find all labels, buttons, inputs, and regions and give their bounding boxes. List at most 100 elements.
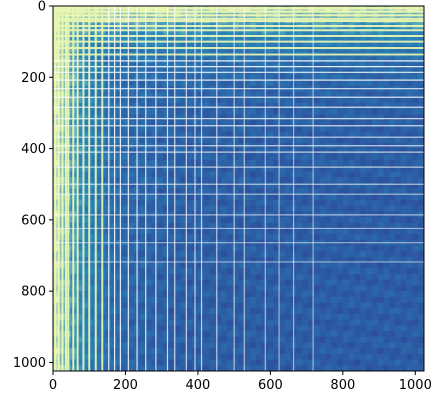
heatmap-cell	[163, 285, 170, 292]
heatmap-cell	[348, 188, 356, 195]
heatmap-cell	[255, 131, 263, 138]
heatmap-cell	[238, 28, 245, 36]
heatmap-cell	[389, 234, 396, 241]
heatmap-cell	[87, 268, 95, 275]
heatmap-cell	[412, 342, 419, 349]
heatmap-cell	[366, 102, 373, 110]
heatmap-cell	[151, 97, 158, 104]
heatmap-cell	[145, 97, 153, 104]
heatmap-cell	[203, 313, 211, 321]
heatmap-cell	[145, 359, 153, 366]
heatmap-cell	[139, 365, 147, 371]
heatmap-cell	[180, 91, 187, 98]
heatmap-cell	[366, 296, 373, 304]
heatmap-cell	[203, 359, 211, 366]
heatmap-cell	[331, 274, 338, 281]
heatmap-cell	[255, 120, 263, 127]
heatmap-cell	[209, 74, 216, 81]
heatmap-cell	[163, 194, 170, 201]
heatmap-cell	[406, 228, 414, 235]
heatmap-cell	[203, 74, 211, 81]
heatmap-cell	[81, 365, 89, 371]
heatmap-cell	[151, 74, 158, 81]
heatmap-cell	[412, 45, 419, 53]
heatmap-cell	[76, 359, 83, 366]
heatmap-cell	[238, 365, 245, 371]
heatmap-cell	[128, 325, 135, 332]
heatmap-cell	[151, 245, 158, 252]
heatmap-cell	[180, 205, 187, 212]
heatmap-cell	[302, 114, 309, 121]
heatmap-cell	[284, 177, 292, 184]
heatmap-cell	[308, 74, 315, 81]
heatmap-cell	[215, 268, 222, 275]
heatmap-cell	[255, 97, 263, 104]
heatmap-cell	[273, 325, 280, 332]
heatmap-cell	[250, 199, 257, 207]
heatmap-cell	[93, 291, 100, 298]
heatmap-cell	[273, 194, 280, 201]
heatmap-cell	[395, 114, 402, 121]
heatmap-cell	[157, 274, 164, 281]
heatmap-cell	[313, 182, 321, 190]
heatmap-cell	[186, 348, 193, 355]
heatmap-cell	[232, 296, 240, 304]
heatmap-cell	[145, 194, 153, 201]
heatmap-cell	[302, 296, 309, 304]
heatmap-cell	[383, 234, 390, 241]
heatmap-cell	[221, 308, 228, 315]
heatmap-cell	[377, 291, 385, 298]
heatmap-cell	[319, 256, 327, 264]
heatmap-cell	[226, 154, 234, 161]
heatmap-cell	[331, 348, 338, 355]
heatmap-cell	[168, 108, 176, 115]
heatmap-cell	[145, 74, 153, 81]
heatmap-cell	[93, 74, 100, 81]
heatmap-cell	[273, 331, 280, 338]
heatmap-cell	[267, 359, 274, 366]
heatmap-cell	[232, 6, 240, 13]
heatmap-cell	[163, 342, 170, 349]
heatmap-cell	[354, 165, 361, 172]
heatmap-cell	[354, 291, 361, 298]
heatmap-cell	[296, 177, 303, 184]
heatmap-cell	[93, 114, 100, 121]
heatmap-cell	[87, 28, 95, 36]
heatmap-cell	[418, 308, 424, 315]
heatmap-cell	[215, 120, 222, 127]
heatmap-cell	[151, 279, 158, 287]
heatmap-cell	[371, 137, 379, 144]
heatmap-cell	[87, 291, 95, 298]
heatmap-cell	[76, 165, 83, 172]
heatmap-cell	[174, 199, 182, 207]
heatmap-cell	[400, 188, 408, 195]
heatmap-cell	[354, 336, 361, 344]
heatmap-cell	[145, 159, 153, 167]
heatmap-cell	[87, 308, 95, 315]
heatmap-cell	[267, 234, 274, 241]
heatmap-cell	[395, 245, 402, 252]
heatmap-cell	[360, 262, 367, 269]
heatmap-cell	[81, 302, 89, 309]
heatmap-cell	[93, 40, 100, 47]
heatmap-cell	[296, 199, 303, 207]
heatmap-cell	[313, 131, 321, 138]
heatmap-cell	[348, 319, 356, 326]
heatmap-cell	[337, 114, 344, 121]
heatmap-cell	[325, 177, 332, 184]
heatmap-cell	[139, 74, 147, 81]
heatmap-cell	[342, 91, 350, 98]
heatmap-cell	[406, 165, 414, 172]
heatmap-cell	[93, 45, 100, 53]
heatmap-cell	[319, 28, 327, 36]
heatmap-cell	[273, 205, 280, 212]
heatmap-cell	[168, 40, 176, 47]
heatmap-cell	[81, 251, 89, 258]
heatmap-cell	[157, 251, 164, 258]
heatmap-cell	[255, 182, 263, 190]
heatmap-cell	[157, 353, 164, 361]
heatmap-cell	[180, 222, 187, 230]
heatmap-cell	[360, 336, 367, 344]
heatmap-cell	[418, 154, 424, 161]
heatmap-cell	[296, 234, 303, 241]
